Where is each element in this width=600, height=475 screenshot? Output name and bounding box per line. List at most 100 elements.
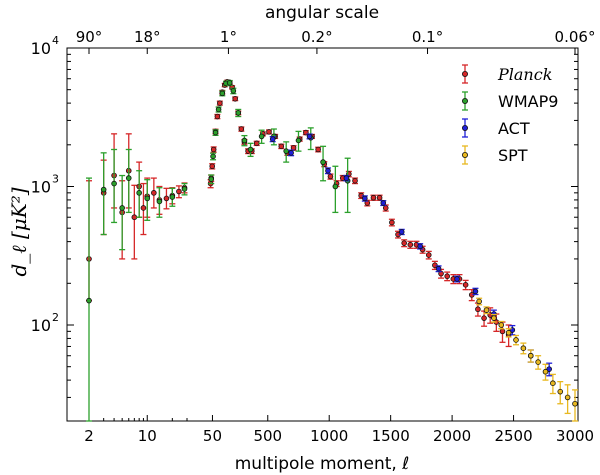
data-point [86, 297, 92, 304]
plot-frame [66, 47, 579, 422]
data-point [564, 394, 571, 401]
data-point [151, 190, 157, 196]
x-tick-label: 3000 [556, 427, 594, 445]
top-tick-label: 90° [76, 28, 103, 46]
data-point [370, 194, 377, 201]
data-point [398, 229, 405, 235]
legend-marker-dot [461, 71, 468, 78]
y-tick-label: 10 [31, 316, 51, 335]
x-tick-label: 1500 [372, 427, 410, 445]
data-point [278, 143, 285, 150]
data-point [269, 136, 276, 142]
series-layer [86, 79, 578, 422]
data-point [288, 150, 294, 156]
data-point [219, 90, 226, 97]
x-tick-label: 1000 [310, 427, 348, 445]
data-point [454, 276, 460, 282]
data-point [401, 240, 407, 246]
data-point [550, 380, 556, 386]
top-tick-label: 0.1° [412, 28, 443, 46]
data-point [332, 183, 339, 190]
top-tick-label: 18° [134, 28, 161, 46]
data-point [535, 359, 541, 365]
series-wmap9 [86, 79, 351, 422]
y-tick-label: 10 [31, 39, 51, 58]
data-point [462, 282, 469, 288]
data-point [253, 140, 260, 147]
data-point [376, 194, 383, 201]
data-point [209, 163, 216, 170]
data-point [111, 180, 117, 187]
data-point [476, 298, 482, 305]
data-point [306, 133, 313, 140]
data-point [343, 175, 350, 181]
data-point [389, 219, 395, 226]
data-point [235, 110, 242, 116]
data-point [258, 133, 265, 140]
data-point [266, 129, 272, 135]
x-tick-label: 500 [253, 427, 282, 445]
legend-label: Planck [497, 65, 552, 84]
data-point [176, 188, 182, 195]
x-axis-label: multipole moment, ℓ [235, 454, 409, 474]
data-point [295, 137, 302, 144]
data-point [217, 100, 223, 106]
data-point [475, 306, 481, 313]
data-point [325, 167, 331, 174]
y-axis-label: d_ℓ [μK²] [7, 187, 31, 276]
data-point [156, 198, 163, 205]
data-point [210, 146, 217, 153]
data-point [382, 205, 389, 211]
data-point [472, 288, 479, 295]
data-point [557, 388, 564, 395]
y-tick-label: 10 [31, 178, 51, 197]
x-tick-label: 2500 [494, 427, 532, 445]
data-point [498, 322, 505, 328]
y-tick-exponent: 3 [52, 173, 59, 186]
data-point [481, 315, 487, 321]
top-tick-label: 1° [220, 28, 237, 46]
data-point [212, 129, 219, 136]
y-axis-label-text: d_ℓ [μK²] [7, 187, 31, 276]
data-point [283, 148, 289, 154]
y-tick-exponent: 4 [52, 34, 59, 47]
data-point [572, 400, 578, 407]
data-point [215, 106, 222, 113]
data-point [136, 190, 142, 196]
y-tick-exponent: 2 [52, 311, 59, 324]
data-point [144, 195, 151, 202]
data-point [327, 173, 334, 180]
legend-label: ACT [498, 119, 530, 138]
data-point [499, 328, 506, 335]
data-point [435, 265, 442, 272]
top-tick-label: 0.2° [301, 28, 332, 46]
data-point [208, 176, 215, 182]
data-point [226, 80, 233, 86]
top-tick-label: 0.06° [555, 28, 596, 46]
data-point [527, 352, 534, 359]
data-point [407, 241, 414, 248]
legend-marker-dot [461, 98, 468, 105]
data-point [491, 315, 497, 321]
data-point [210, 153, 216, 160]
data-point [247, 146, 254, 153]
data-point [131, 214, 138, 221]
data-point [546, 366, 552, 372]
data-point [483, 307, 490, 313]
data-point [214, 113, 221, 120]
data-point [241, 137, 248, 144]
data-point [542, 368, 549, 375]
legend-marker-dot [461, 125, 468, 132]
legend-label: WMAP9 [498, 92, 558, 111]
data-point [100, 186, 107, 193]
data-point [140, 205, 147, 211]
chart-title: angular scale [265, 3, 379, 23]
data-point [181, 186, 188, 192]
data-point [238, 126, 245, 132]
x-tick-label: 10 [138, 427, 157, 445]
series-act [269, 133, 553, 377]
x-tick-label: 50 [203, 427, 222, 445]
legend: Planck WMAP9 ACT SPT [461, 64, 558, 165]
data-point [315, 146, 321, 153]
